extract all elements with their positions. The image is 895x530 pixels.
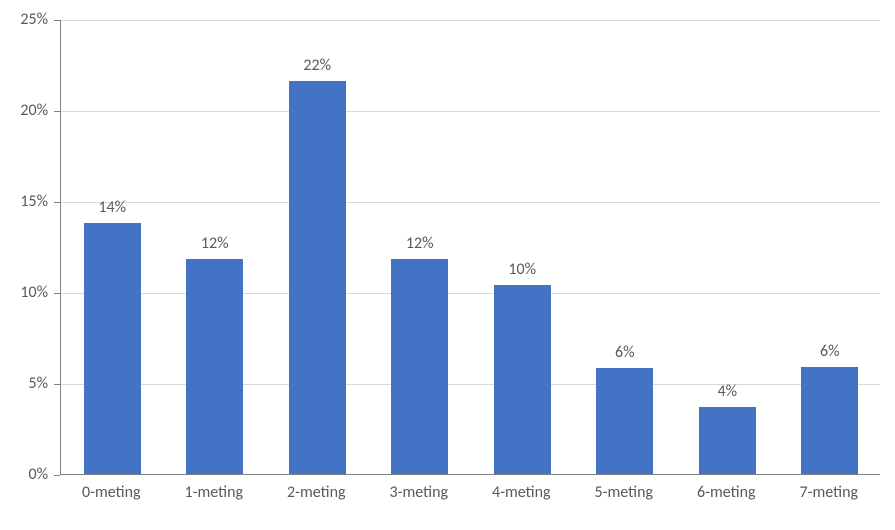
bar-chart: 14%12%22%12%10%6%4%6% 0%5%10%15%20%25% 0… [0, 0, 895, 530]
gridline [61, 111, 880, 112]
bar [186, 259, 243, 474]
bar-value-label: 12% [369, 234, 472, 253]
y-tick [54, 384, 60, 385]
x-axis-tick-label: 1-meting [163, 483, 266, 502]
y-axis-tick-label: 20% [0, 101, 48, 120]
gridline [61, 293, 880, 294]
gridline [61, 20, 880, 21]
bar [494, 285, 551, 474]
y-axis-tick-label: 10% [0, 283, 48, 302]
bar [699, 407, 756, 474]
y-axis-tick-label: 25% [0, 10, 48, 29]
bar-value-label: 14% [61, 198, 164, 217]
bar-value-label: 10% [471, 260, 574, 279]
bar [391, 259, 448, 474]
bar [596, 368, 653, 474]
y-axis-tick-label: 15% [0, 192, 48, 211]
bar [801, 367, 858, 474]
bar-value-label: 6% [574, 343, 677, 362]
x-axis-tick-label: 0-meting [60, 483, 163, 502]
bar [84, 223, 141, 474]
bar-value-label: 22% [266, 56, 369, 75]
x-axis-tick-label: 6-meting [675, 483, 778, 502]
x-axis-tick-label: 2-meting [265, 483, 368, 502]
y-tick [54, 293, 60, 294]
x-axis-tick-label: 7-meting [778, 483, 881, 502]
bar-value-label: 12% [164, 234, 267, 253]
y-axis-tick-label: 5% [0, 374, 48, 393]
plot-area: 14%12%22%12%10%6%4%6% [60, 20, 880, 475]
y-tick [54, 20, 60, 21]
y-tick [54, 475, 60, 476]
y-tick [54, 111, 60, 112]
bar [289, 81, 346, 474]
gridline [61, 202, 880, 203]
y-tick [54, 202, 60, 203]
y-axis-tick-label: 0% [0, 465, 48, 484]
x-axis-tick-label: 3-meting [368, 483, 471, 502]
bar-value-label: 4% [676, 382, 779, 401]
x-axis-tick-label: 4-meting [470, 483, 573, 502]
x-axis-tick-label: 5-meting [573, 483, 676, 502]
bar-value-label: 6% [779, 342, 882, 361]
